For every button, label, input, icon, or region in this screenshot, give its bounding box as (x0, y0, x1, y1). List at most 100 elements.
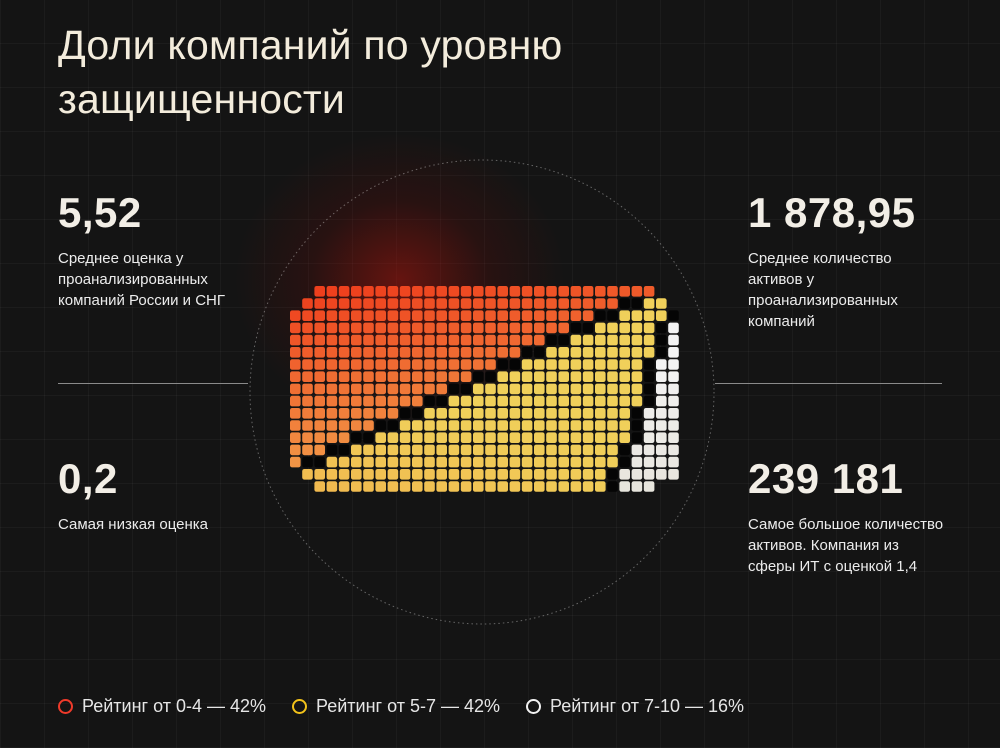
waffle-cell-rating-7-10 (668, 432, 679, 443)
waffle-cell-rating-0-4 (302, 444, 313, 456)
waffle-cell-rating-5-7 (546, 444, 557, 456)
waffle-cell-rating-0-4 (387, 408, 399, 419)
waffle-cell-rating-5-7 (485, 408, 496, 419)
waffle-cell-rating-5-7 (558, 347, 569, 358)
waffle-cell-rating-0-4 (387, 347, 399, 358)
waffle-cell-rating-0-4 (314, 383, 325, 395)
waffle-cell-rating-0-4 (424, 310, 435, 321)
waffle-cell-rating-5-7 (607, 371, 618, 382)
legend-label: Рейтинг от 0-4 — 42% (82, 696, 266, 716)
waffle-cell-rating-0-4 (375, 310, 386, 321)
waffle-cell-rating-0-4 (326, 347, 338, 358)
waffle-cell-rating-0-4 (448, 310, 460, 321)
waffle-cell-rating-0-4 (448, 286, 460, 297)
waffle-cell-rating-5-7 (582, 432, 594, 443)
waffle-cell-rating-5-7 (631, 359, 643, 370)
waffle-cell-rating-5-7 (375, 444, 386, 456)
waffle-cell-rating-5-7 (399, 481, 411, 492)
waffle-cell-rating-7-10 (619, 481, 630, 492)
waffle-cell-rating-0-4 (314, 432, 325, 443)
waffle-cell-rating-0-4 (363, 322, 374, 334)
waffle-cell-rating-5-7 (643, 334, 655, 346)
waffle-cell-rating-0-4 (387, 322, 399, 334)
waffle-cell-rating-5-7 (582, 395, 594, 407)
waffle-cell-rating-5-7 (619, 395, 630, 407)
waffle-cell-rating-0-4 (338, 420, 350, 431)
waffle-cell-rating-0-4 (290, 359, 301, 370)
waffle-cell-rating-5-7 (595, 444, 606, 456)
waffle-cell-rating-0-4 (485, 310, 496, 321)
waffle-cell-rating-0-4 (338, 347, 350, 358)
waffle-cell-rating-0-4 (290, 432, 301, 443)
waffle-cell-rating-0-4 (521, 322, 533, 334)
waffle-cell-rating-5-7 (631, 383, 643, 395)
waffle-cell-rating-5-7 (558, 420, 569, 431)
waffle-cell-rating-5-7 (619, 359, 630, 370)
waffle-cell-rating-0-4 (424, 383, 435, 395)
waffle-cell-rating-5-7 (436, 469, 447, 480)
waffle-cell-rating-0-4 (448, 298, 460, 309)
waffle-cell-rating-5-7 (497, 408, 508, 419)
waffle-cell-rating-5-7 (582, 444, 594, 456)
waffle-cell-rating-0-4 (326, 408, 338, 419)
waffle-cell-rating-0-4 (497, 322, 508, 334)
waffle-cell-rating-7-10 (656, 420, 667, 431)
waffle-cell-rating-0-4 (387, 359, 399, 370)
waffle-cell-rating-5-7 (375, 456, 386, 468)
waffle-cell-rating-0-4 (460, 298, 472, 309)
waffle-cell-rating-5-7 (631, 322, 643, 334)
waffle-cell-divider (375, 420, 386, 431)
waffle-cell-rating-5-7 (460, 456, 472, 468)
waffle-cell-rating-0-4 (351, 420, 362, 431)
waffle-cell-rating-0-4 (363, 334, 374, 346)
waffle-cell-rating-5-7 (460, 432, 472, 443)
waffle-cell-rating-5-7 (338, 456, 350, 468)
waffle-cell-rating-5-7 (595, 383, 606, 395)
waffle-cell-rating-0-4 (314, 322, 325, 334)
waffle-cell-rating-7-10 (656, 395, 667, 407)
waffle-cell-rating-0-4 (460, 347, 472, 358)
waffle-cell-rating-5-7 (326, 481, 338, 492)
waffle-cell-rating-5-7 (546, 408, 557, 419)
waffle-cell-rating-5-7 (558, 469, 569, 480)
waffle-cell-rating-0-4 (460, 371, 472, 382)
waffle-cell-divider (534, 347, 545, 358)
waffle-cell-rating-0-4 (558, 310, 569, 321)
waffle-cell-divider (485, 371, 496, 382)
waffle-cell-rating-5-7 (424, 481, 435, 492)
waffle-cell-divider (314, 456, 325, 468)
waffle-cell-rating-0-4 (338, 383, 350, 395)
waffle-cell-rating-0-4 (302, 432, 313, 443)
waffle-cell-rating-5-7 (412, 444, 423, 456)
waffle-cell-rating-5-7 (509, 383, 521, 395)
waffle-cell-rating-7-10 (668, 371, 679, 382)
waffle-cell-rating-5-7 (399, 420, 411, 431)
waffle-cell-rating-5-7 (485, 395, 496, 407)
waffle-cell-rating-7-10 (631, 444, 643, 456)
waffle-cell-rating-0-4 (375, 359, 386, 370)
waffle-cell-rating-0-4 (595, 298, 606, 309)
waffle-cell-rating-0-4 (412, 310, 423, 321)
waffle-cell-rating-5-7 (558, 456, 569, 468)
waffle-cell-rating-5-7 (607, 432, 618, 443)
waffle-cell-rating-5-7 (570, 383, 582, 395)
waffle-cell-rating-0-4 (460, 334, 472, 346)
waffle-cell-rating-5-7 (473, 444, 484, 456)
waffle-cell-rating-0-4 (570, 286, 582, 297)
legend-circle-icon (58, 699, 73, 714)
waffle-cell-divider (607, 481, 618, 492)
waffle-cell-rating-5-7 (534, 371, 545, 382)
waffle-cell-rating-0-4 (546, 298, 557, 309)
waffle-cell-rating-0-4 (448, 347, 460, 358)
waffle-cell-rating-0-4 (302, 420, 313, 431)
waffle-cell-rating-0-4 (326, 383, 338, 395)
stat-value: 5,52 (58, 189, 142, 236)
waffle-cell-divider (448, 383, 460, 395)
waffle-cell-rating-5-7 (509, 408, 521, 419)
waffle-cell-rating-5-7 (607, 395, 618, 407)
waffle-cell-rating-5-7 (643, 310, 655, 321)
waffle-cell-rating-0-4 (399, 286, 411, 297)
waffle-cell-rating-0-4 (570, 298, 582, 309)
waffle-cell-rating-0-4 (436, 322, 447, 334)
waffle-cell-rating-7-10 (656, 383, 667, 395)
